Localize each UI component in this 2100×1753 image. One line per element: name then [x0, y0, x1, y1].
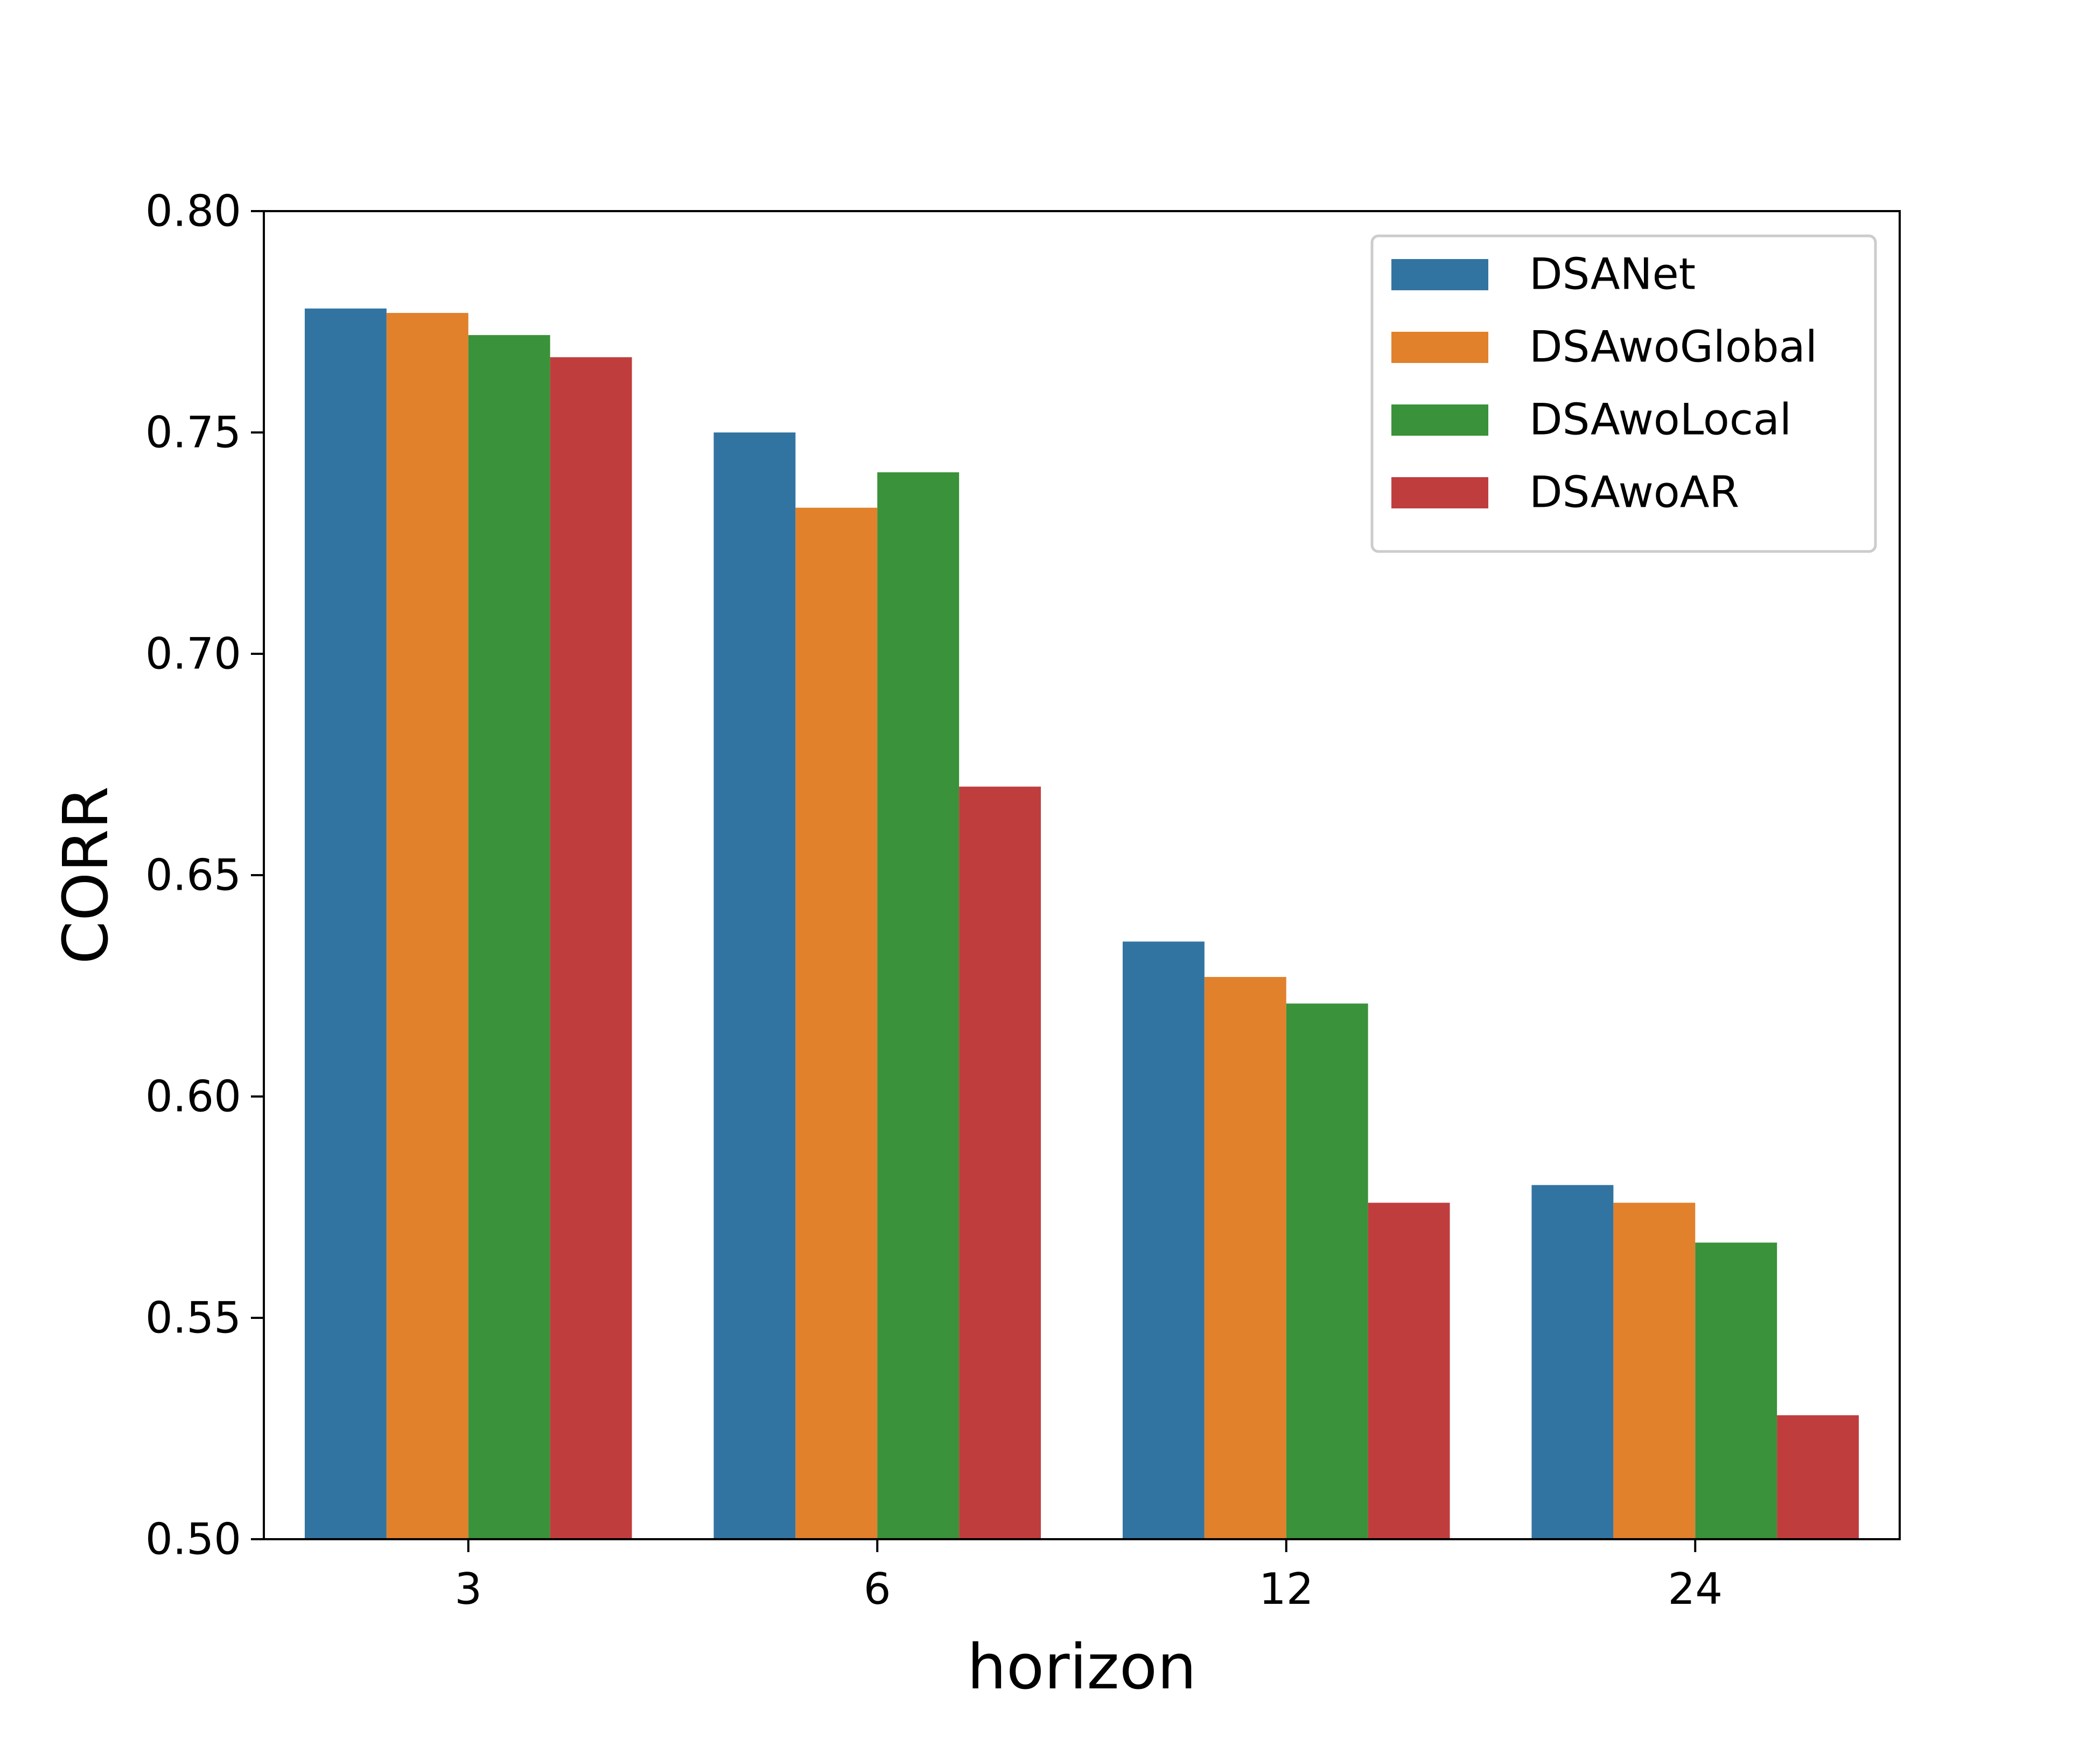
bar-DSAwoAR-24 — [1777, 1415, 1859, 1539]
legend-label-DSAwoAR: DSAwoAR — [1529, 467, 1739, 518]
bar-DSANet-12 — [1122, 941, 1205, 1539]
x-tick-label: 24 — [1668, 1564, 1723, 1614]
y-tick-label: 0.55 — [145, 1293, 241, 1343]
legend-label-DSAwoGlobal: DSAwoGlobal — [1529, 322, 1817, 372]
y-tick-label: 0.70 — [145, 629, 241, 679]
bar-DSAwoGlobal-3 — [386, 313, 468, 1539]
legend-box — [1370, 234, 1877, 553]
bar-DSAwoLocal-24 — [1695, 1242, 1777, 1539]
legend-swatch-DSAwoGlobal — [1391, 332, 1488, 363]
bar-DSAwoGlobal-12 — [1204, 977, 1286, 1539]
y-tick-label: 0.60 — [145, 1072, 241, 1122]
bar-DSAwoAR-3 — [550, 357, 632, 1539]
legend-label-DSAwoLocal: DSAwoLocal — [1529, 395, 1791, 445]
y-tick-label: 0.65 — [145, 850, 241, 900]
legend-swatch-DSAwoLocal — [1391, 404, 1488, 436]
y-tick-label: 0.80 — [145, 186, 241, 236]
y-axis-label: CORR — [50, 786, 122, 965]
x-tick-label: 3 — [454, 1564, 482, 1614]
legend-swatch-DSANet — [1391, 259, 1488, 290]
y-tick-label: 0.50 — [145, 1514, 241, 1565]
bar-DSANet-3 — [304, 308, 387, 1539]
bar-DSANet-24 — [1531, 1185, 1614, 1539]
bar-DSAwoLocal-3 — [468, 335, 550, 1540]
legend-swatch-DSAwoAR — [1391, 477, 1488, 508]
bar-DSAwoLocal-6 — [877, 472, 960, 1539]
bar-DSAwoAR-12 — [1368, 1203, 1450, 1539]
legend-label-DSANet: DSANet — [1529, 249, 1696, 299]
y-tick-label: 0.75 — [145, 408, 241, 458]
bar-DSAwoLocal-12 — [1286, 1003, 1368, 1539]
x-tick-label: 6 — [864, 1564, 891, 1614]
bar-DSAwoGlobal-6 — [795, 507, 878, 1539]
bar-DSANet-6 — [713, 432, 796, 1539]
bar-DSAwoGlobal-24 — [1613, 1203, 1696, 1539]
x-axis-label: horizon — [967, 1631, 1196, 1703]
x-tick-label: 12 — [1259, 1564, 1314, 1614]
bar-DSAwoAR-6 — [959, 786, 1041, 1539]
